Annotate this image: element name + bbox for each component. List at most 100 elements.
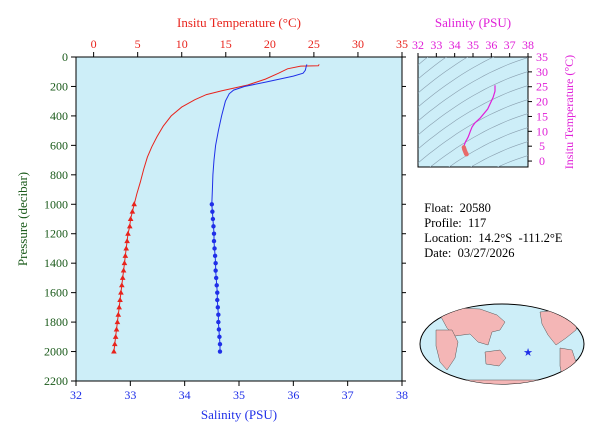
- ts-temp-tick-label: 0: [539, 154, 545, 168]
- ts-sal-tick-label: 37: [504, 38, 516, 52]
- temperature-marker: [117, 297, 123, 302]
- pressure-tick-label: 1000: [44, 197, 68, 211]
- temp-tick-label: 0: [91, 37, 97, 51]
- profile-label: Profile:: [424, 216, 462, 230]
- temperature-marker: [122, 252, 129, 258]
- ts-temp-tick-label: 10: [536, 124, 548, 138]
- world-map: ★: [419, 303, 585, 385]
- salinity-marker: [215, 290, 220, 295]
- pressure-tick-label: 400: [50, 109, 68, 123]
- ts-temp-tick-label: 20: [536, 95, 548, 109]
- isopycnal-contour: [470, 141, 528, 167]
- isopycnal-contour: [418, 99, 528, 164]
- ts-temp-tick-label: 30: [536, 65, 548, 79]
- temperature-marker: [114, 319, 121, 325]
- isopycnal-contour: [418, 57, 447, 80]
- sal-tick-label: 37: [342, 388, 354, 402]
- salinity-marker: [217, 341, 223, 347]
- pressure-tick-label: 1800: [44, 315, 68, 329]
- sal-tick-label: 33: [124, 388, 136, 402]
- profile-info-row: Profile: 117: [418, 201, 486, 231]
- pressure-tick-label: 1200: [44, 227, 68, 241]
- float-value: 20580: [459, 201, 491, 215]
- sal-tick-label: 34: [179, 388, 191, 402]
- salinity-marker: [215, 305, 221, 310]
- isopycnal-contour: [497, 155, 528, 167]
- temperature-marker: [126, 223, 133, 229]
- location-info-row: Location: 14.2°S -111.2°E: [418, 216, 562, 246]
- salinity-marker: [210, 216, 216, 222]
- temperature-marker: [127, 216, 134, 221]
- salinity-marker: [213, 268, 218, 273]
- temperature-marker: [125, 230, 131, 236]
- bottom-axis-label: Salinity (PSU): [201, 407, 277, 422]
- sal-tick-label: 32: [70, 388, 82, 402]
- salinity-marker: [213, 260, 218, 266]
- profile-chart: 0 5 10 15 20 25 30 35 32 33 34 35 36 37 38 0 200 400 600…: [15, 15, 408, 422]
- pressure-tick-label: 2000: [44, 345, 68, 359]
- pressure-tick-label: 600: [50, 138, 68, 152]
- temperature-marker: [129, 208, 136, 214]
- temp-tick-label: 5: [135, 37, 141, 51]
- pressure-tick-label: 1600: [44, 286, 68, 300]
- profile-value: 117: [468, 216, 487, 230]
- isopycnal-contour: [418, 57, 528, 122]
- salinity-marker: [212, 253, 218, 259]
- salinity-marker: [215, 297, 220, 303]
- temp-tick-label: 25: [308, 37, 320, 51]
- pressure-tick-label: 2200: [44, 374, 68, 388]
- ts-sal-tick-label: 36: [485, 38, 497, 52]
- temperature-marker: [118, 289, 124, 295]
- ts-sal-tick-label: 38: [522, 38, 534, 52]
- top-axis-label: Insitu Temperature (°C): [177, 15, 301, 30]
- temperature-marker: [111, 341, 118, 347]
- date-info-row: Date: 03/27/2026: [418, 231, 515, 261]
- location-label: Location:: [424, 231, 473, 245]
- isopycnal-contour: [418, 85, 528, 150]
- salinity-marker: [210, 209, 215, 214]
- location-value: 14.2°S -111.2°E: [478, 231, 563, 245]
- isopycnal-contour: [418, 71, 528, 136]
- isopycnal-contour: [418, 57, 495, 108]
- salinity-marker: [217, 349, 223, 354]
- temperature-marker: [120, 267, 127, 273]
- pressure-tick-label: 0: [62, 50, 68, 64]
- ts-sal-tick-label: 34: [449, 38, 461, 52]
- ts-top-axis-label: Salinity (PSU): [435, 15, 511, 30]
- salinity-marker: [213, 275, 219, 281]
- ts-temp-tick-label: 35: [536, 50, 548, 64]
- ts-sal-tick-label: 35: [467, 38, 479, 52]
- ts-plot-area: [417, 56, 529, 168]
- temperature-marker: [112, 333, 119, 339]
- float-label: Float:: [424, 201, 454, 215]
- salinity-marker: [216, 327, 222, 332]
- salinity-marker: [216, 312, 221, 317]
- temp-tick-label: 30: [352, 37, 364, 51]
- profile-plot-area: [75, 56, 403, 382]
- temperature-marker: [116, 304, 122, 310]
- temperature-marker: [113, 326, 120, 332]
- salinity-marker: [211, 238, 217, 244]
- salinity-marker: [217, 334, 222, 340]
- y-axis-label: Pressure (decibar): [15, 172, 30, 266]
- temp-tick-label: 20: [264, 37, 276, 51]
- ts-right-axis-label: Insitu Temperature (°C): [562, 55, 576, 169]
- sal-tick-label: 36: [287, 388, 299, 402]
- ts-temp-tick-label: 5: [539, 139, 545, 153]
- ts-marker: [464, 152, 469, 157]
- temperature-marker: [131, 201, 137, 207]
- salinity-marker: [216, 319, 221, 325]
- salinity-marker: [212, 246, 217, 251]
- pressure-tick-label: 200: [50, 79, 68, 93]
- temperature-marker: [111, 348, 117, 354]
- temperature-marker: [119, 274, 126, 280]
- map-land-australia: [484, 349, 507, 367]
- temperature-marker: [123, 245, 130, 251]
- date-value: 03/27/2026: [457, 246, 515, 260]
- ts-sal-tick-label: 32: [412, 38, 424, 52]
- temperature-marker: [124, 238, 130, 244]
- salinity-marker: [211, 224, 216, 229]
- isopycnal-contour: [429, 113, 528, 167]
